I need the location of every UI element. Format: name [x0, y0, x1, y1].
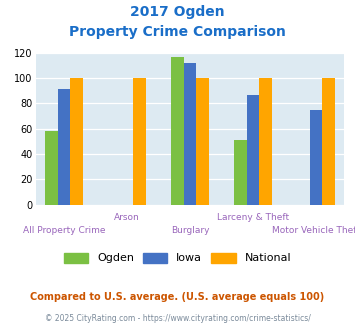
Bar: [58, 89, 70, 205]
Bar: [259, 78, 272, 205]
Bar: [196, 78, 209, 205]
Bar: [184, 63, 196, 205]
Bar: [171, 56, 184, 205]
Text: All Property Crime: All Property Crime: [23, 226, 105, 235]
Text: Motor Vehicle Theft: Motor Vehicle Theft: [272, 226, 355, 235]
Text: 2017 Ogden: 2017 Ogden: [130, 5, 225, 19]
Bar: [234, 140, 247, 205]
Bar: [70, 78, 83, 205]
Text: Compared to U.S. average. (U.S. average equals 100): Compared to U.S. average. (U.S. average …: [31, 292, 324, 302]
Bar: [247, 94, 259, 205]
Bar: [310, 110, 322, 205]
Text: Property Crime Comparison: Property Crime Comparison: [69, 25, 286, 39]
Bar: [133, 78, 146, 205]
Text: Larceny & Theft: Larceny & Theft: [217, 213, 289, 222]
Legend: Ogden, Iowa, National: Ogden, Iowa, National: [60, 249, 295, 267]
Bar: [322, 78, 335, 205]
Text: © 2025 CityRating.com - https://www.cityrating.com/crime-statistics/: © 2025 CityRating.com - https://www.city…: [45, 314, 310, 323]
Bar: [45, 131, 58, 205]
Text: Arson: Arson: [114, 213, 140, 222]
Text: Burglary: Burglary: [171, 226, 209, 235]
